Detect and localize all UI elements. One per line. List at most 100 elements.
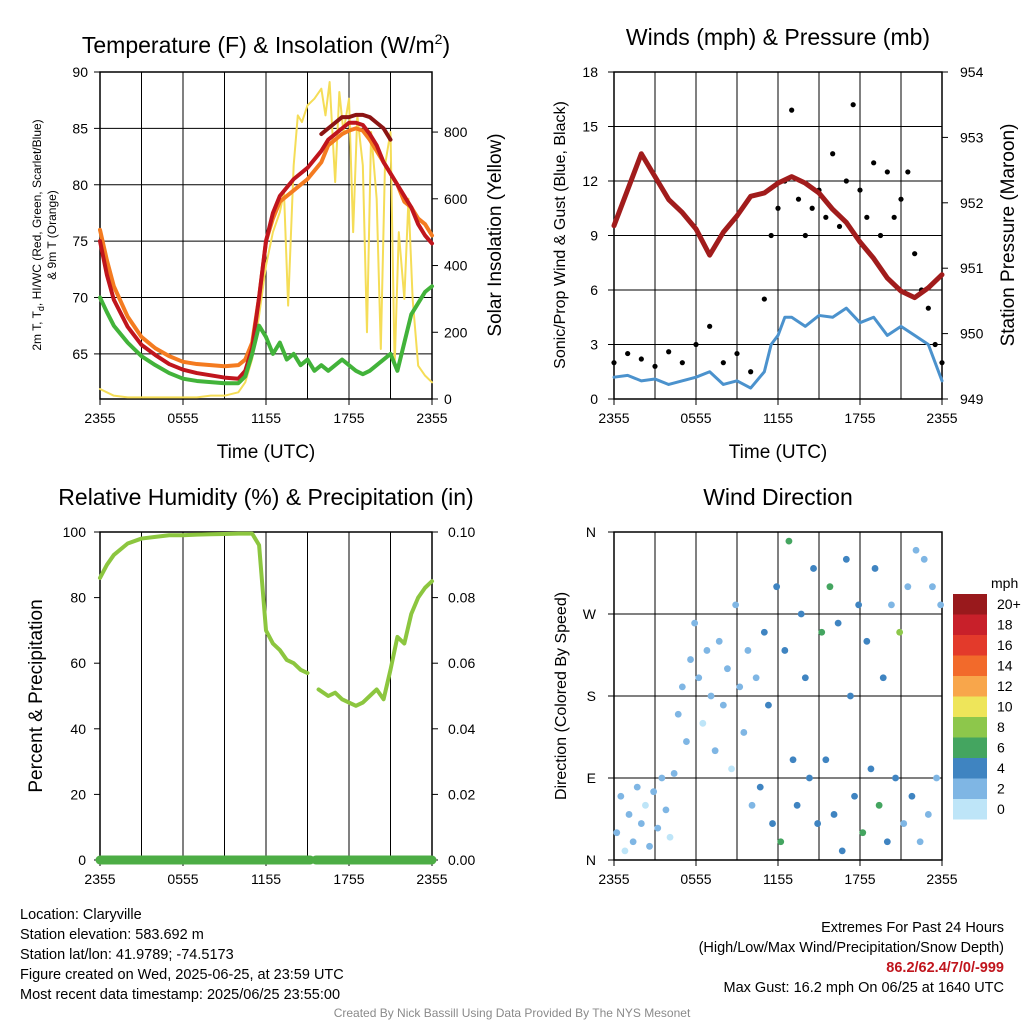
- direction-point: [912, 546, 920, 554]
- direction-point: [711, 747, 719, 755]
- y2-tick-label: 400: [444, 258, 468, 274]
- direction-point: [916, 838, 924, 846]
- direction-point: [752, 674, 760, 682]
- chart-title-superscript: 2: [435, 31, 443, 47]
- direction-point: [666, 833, 674, 841]
- direction-point: [892, 774, 899, 782]
- legend-swatch: [953, 655, 987, 676]
- y-axis-label: Percent & Precipitation: [26, 599, 47, 792]
- x-tick-label: 2355: [84, 871, 115, 887]
- direction-point: [650, 788, 658, 796]
- legend-swatch: [953, 717, 987, 738]
- direction-point: [736, 683, 744, 691]
- y-tick-label: 80: [72, 177, 88, 193]
- direction-point: [765, 701, 772, 709]
- direction-point: [748, 801, 756, 809]
- legend-swatch: [953, 758, 987, 779]
- gust-point: [611, 360, 617, 366]
- y2-axis-label: Station Pressure (Maroon): [998, 124, 1019, 347]
- x-tick-label: 0555: [680, 410, 711, 426]
- extremes-values: 86.2/62.4/7/0/-999: [886, 960, 1004, 976]
- legend-swatch: [953, 594, 987, 615]
- x-tick-label: 2355: [598, 871, 629, 887]
- x-tick-label: 2355: [926, 410, 957, 426]
- direction-point: [646, 842, 653, 850]
- y-axis-label-part: , HI/WC (Red, Green, Scarlet/Blue): [30, 119, 44, 306]
- direction-point: [855, 601, 863, 609]
- y-tick-label: 100: [63, 524, 87, 540]
- direction-point: [728, 765, 735, 773]
- y-tick-label: W: [583, 606, 597, 622]
- direction-point: [719, 701, 727, 709]
- direction-point: [879, 674, 887, 682]
- y2-tick-label: 0.06: [448, 655, 475, 671]
- direction-point: [683, 738, 690, 745]
- x-tick-label: 1755: [844, 410, 875, 426]
- gust-point: [857, 187, 863, 193]
- direction-point: [822, 756, 830, 764]
- y2-axis-label: Solar Insolation (Yellow): [485, 133, 506, 336]
- y-tick-label: 80: [70, 590, 86, 606]
- y-axis-label: Sonic/Prop Wind & Gust (Blue, Black): [552, 101, 569, 369]
- gust-point: [925, 305, 931, 311]
- direction-point: [637, 820, 645, 827]
- x-tick-label: 1755: [333, 871, 364, 887]
- station-info: Location: Claryville Station elevation: …: [20, 905, 344, 1005]
- gust-point: [625, 350, 631, 357]
- gust-point: [707, 323, 713, 329]
- series-line-dewpoint: [98, 284, 434, 386]
- direction-point: [888, 601, 895, 609]
- legend-swatch: [953, 778, 987, 799]
- direction-point: [703, 647, 711, 654]
- gust-point: [864, 214, 870, 220]
- direction-point: [814, 820, 822, 827]
- y-axis-label-part: 2m T, T: [30, 310, 44, 350]
- y-axis-label-subscript: d: [36, 306, 46, 311]
- direction-point: [760, 628, 768, 636]
- x-tick-label: 0555: [167, 410, 198, 426]
- gust-point: [679, 360, 685, 366]
- y-tick-label: 6: [590, 282, 598, 298]
- legend-title: mph: [991, 575, 1018, 591]
- chart-title-end: ): [442, 32, 450, 58]
- y-tick-label: 70: [72, 290, 88, 306]
- gust-point: [850, 102, 856, 108]
- y-tick-label: 20: [70, 786, 86, 802]
- direction-point: [715, 637, 723, 645]
- direction-point: [781, 647, 789, 654]
- gust-point: [939, 360, 945, 366]
- gust-point: [720, 360, 726, 366]
- y2-tick-label: 951: [960, 260, 984, 276]
- y-axis-label: Direction (Colored By Speed): [553, 592, 570, 800]
- y-tick-label: 65: [72, 346, 88, 362]
- direction-point: [929, 583, 936, 591]
- max-gust: Max Gust: 16.2 mph On 06/25 at 1640 UTC: [723, 980, 1004, 996]
- gust-point: [789, 107, 795, 113]
- direction-point: [724, 665, 731, 673]
- gust-point: [761, 296, 767, 302]
- direction-point: [707, 692, 715, 700]
- speed-legend: mph 20+ 18 16 14 12 10 8 6 4 2 0: [953, 575, 1021, 820]
- direction-point: [793, 801, 801, 809]
- legend-label: 0: [997, 801, 1005, 817]
- gust-point: [836, 223, 843, 230]
- direction-point: [699, 719, 707, 727]
- direction-point: [756, 783, 764, 791]
- direction-point: [801, 674, 809, 682]
- direction-point: [904, 583, 912, 591]
- x-tick-label: 1155: [763, 871, 793, 887]
- direction-point: [842, 555, 850, 563]
- direction-point: [732, 601, 740, 609]
- direction-point: [629, 838, 637, 846]
- legend-label: 14: [997, 658, 1013, 674]
- direction-point: [678, 683, 686, 691]
- y-axis-label: 2m T, Td, HI/WC (Red, Green, Scarlet/Blu…: [30, 119, 46, 350]
- direction-point: [695, 674, 703, 682]
- direction-point: [875, 801, 883, 809]
- y2-tick-label: 949: [960, 391, 984, 407]
- x-axis-label: Time (UTC): [217, 442, 316, 463]
- direction-point: [810, 565, 817, 572]
- series-line-windchill: [319, 112, 393, 142]
- direction-point: [900, 820, 908, 827]
- direction-point: [613, 829, 621, 837]
